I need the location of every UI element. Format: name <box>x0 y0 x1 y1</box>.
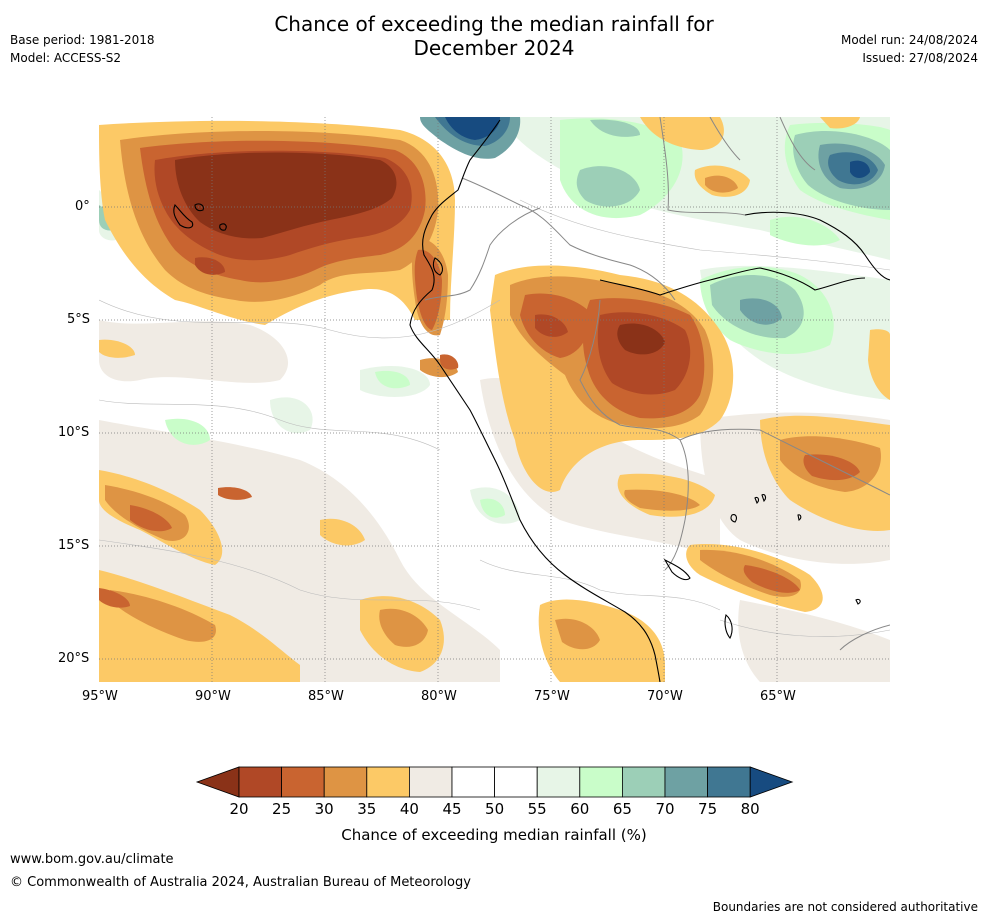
colorbar-tick-label: 20 <box>229 800 249 818</box>
disclaimer-text: Boundaries are not considered authoritat… <box>712 900 978 914</box>
lat-tick-0: 0° <box>75 199 90 214</box>
dark-brown-patches <box>175 152 665 355</box>
issued-text: Issued: 27/08/2024 <box>862 51 978 65</box>
colorbar-segment <box>451 766 495 798</box>
colorbar-segment <box>408 766 453 798</box>
colorbar <box>195 766 794 798</box>
colorbar-tick-label: 40 <box>399 800 419 818</box>
colorbar-tick-label: 25 <box>272 800 292 818</box>
colorbar-extend-high <box>749 766 794 798</box>
lon-tick-80w: 80°W <box>421 689 457 704</box>
colorbar-label: Chance of exceeding median rainfall (%) <box>341 826 647 844</box>
lat-tick-15s: 15°S <box>58 538 90 553</box>
lon-tick-70w: 70°W <box>647 689 683 704</box>
copyright-text: © Commonwealth of Australia 2024, Austra… <box>10 875 471 890</box>
colorbar-segment <box>707 766 751 798</box>
map-title-line2: December 2024 <box>413 36 575 60</box>
colorbar-tick-label: 55 <box>527 800 547 818</box>
lon-tick-90w: 90°W <box>195 689 231 704</box>
colorbar-segment <box>536 766 581 798</box>
colorbar-segment <box>238 766 282 798</box>
colorbar-segment <box>621 766 666 798</box>
colorbar-tick-label: 75 <box>698 800 718 818</box>
colorbar-tick-label: 60 <box>570 800 590 818</box>
map-title-line1: Chance of exceeding the median rainfall … <box>274 12 714 36</box>
lon-tick-95w: 95°W <box>82 689 118 704</box>
model-text: Model: ACCESS-S2 <box>10 51 122 65</box>
colorbar-tick-label: 35 <box>357 800 377 818</box>
base-period-text: Base period: 1981-2018 <box>10 33 155 47</box>
map-title: Chance of exceeding the median rainfall … <box>0 12 988 60</box>
colorbar-tick-label: 70 <box>655 800 675 818</box>
colorbar-segment <box>323 766 368 798</box>
colorbar-tick-label: 80 <box>740 800 760 818</box>
model-run-text: Model run: 24/08/2024 <box>840 33 978 47</box>
probability-field <box>99 117 890 682</box>
country-boundaries <box>424 117 890 651</box>
colorbar-tick-label: 30 <box>314 800 334 818</box>
lat-tick-10s: 10°S <box>58 425 90 440</box>
lon-tick-85w: 85°W <box>308 689 344 704</box>
colorbar-tick-label: 65 <box>612 800 632 818</box>
colorbar-segment <box>494 766 538 798</box>
lon-tick-75w: 75°W <box>534 689 570 704</box>
colorbar-segment <box>366 766 410 798</box>
dark-blue-patches <box>445 117 870 178</box>
lat-tick-5s: 5°S <box>67 312 91 327</box>
colorbar-segment <box>579 766 623 798</box>
coastline <box>173 119 890 682</box>
lon-tick-65w: 65°W <box>760 689 796 704</box>
colorbar-ticks: 20 25 30 35 40 45 50 55 60 65 70 75 80 <box>0 800 988 820</box>
colorbar-extend-low <box>195 766 240 798</box>
colorbar-segment <box>281 766 325 798</box>
colorbar-tick-label: 50 <box>485 800 505 818</box>
colorbar-segment <box>664 766 708 798</box>
website-text: www.bom.gov.au/climate <box>10 852 174 867</box>
colorbar-tick-label: 45 <box>442 800 462 818</box>
contour-lines <box>99 199 890 637</box>
lat-tick-20s: 20°S <box>58 651 90 666</box>
graticule <box>99 117 890 682</box>
